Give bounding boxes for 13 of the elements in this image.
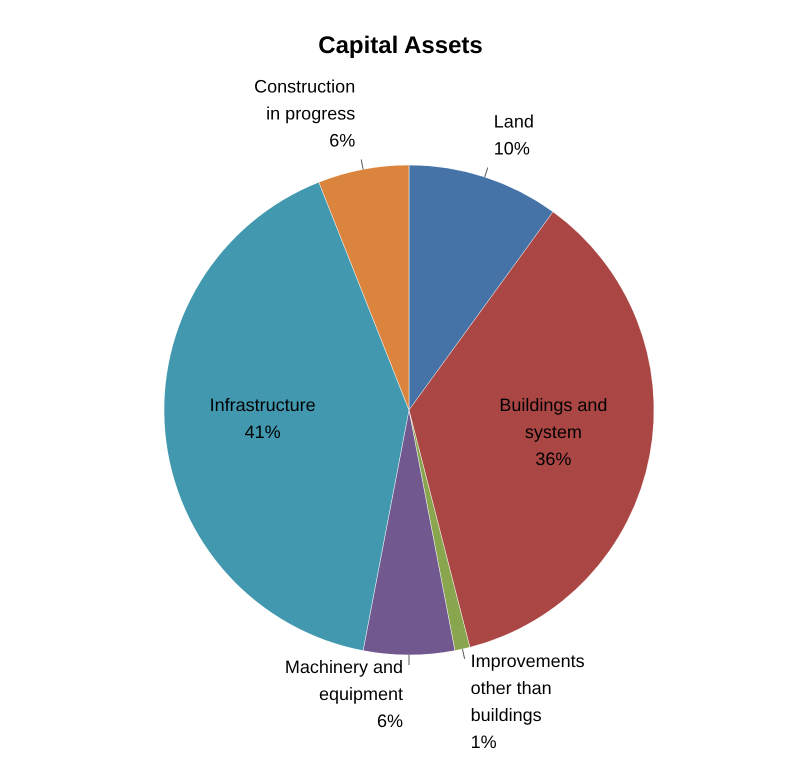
data-label: 6%: [329, 130, 356, 151]
slice-label: Improvements other than buildings: [470, 650, 585, 725]
slice-label: Land: [494, 111, 534, 132]
data-label: 1%: [470, 732, 497, 752]
slice-label: Machinery and equipment: [284, 657, 403, 704]
chart-title: Capital Assets: [318, 32, 483, 59]
data-label: 10%: [494, 138, 530, 158]
slice-label: Construction in progress: [254, 76, 356, 124]
data-label: 6%: [376, 711, 403, 731]
slice-label: Buildings and system: [499, 395, 608, 442]
data-label: 36%: [535, 449, 572, 470]
slice-label: Infrastructure: [210, 394, 316, 415]
data-label: 41%: [244, 422, 281, 442]
